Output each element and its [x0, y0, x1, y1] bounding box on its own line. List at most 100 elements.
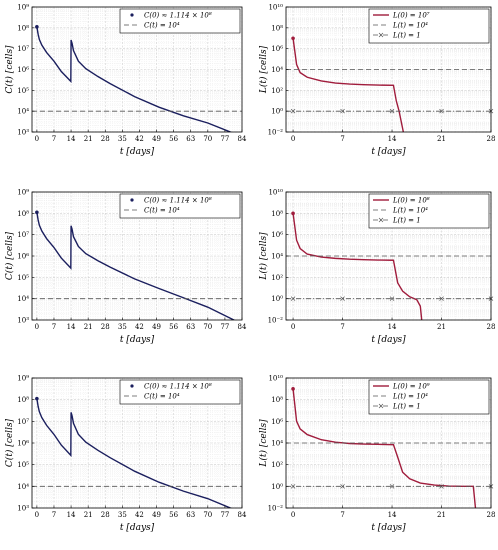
legend-label: L(t) = 1: [392, 403, 421, 411]
y-axis-label: C(t) [cells]: [4, 231, 15, 280]
series-marker: [389, 296, 395, 301]
x-axis-label: t [days]: [120, 335, 155, 345]
y-tick-label: 10²: [271, 461, 283, 469]
series-marker: [290, 108, 296, 114]
y-tick-label: 10⁶: [17, 253, 29, 261]
legend-label: L(0) = 10⁷: [392, 12, 430, 20]
x-tick-label: 14: [388, 323, 397, 331]
x-tick-label: 21: [437, 135, 446, 143]
x-tick-label: 21: [84, 511, 93, 519]
x-tick-label: 21: [84, 135, 93, 143]
initial-point: [35, 396, 39, 401]
x-tick-label: 42: [135, 511, 144, 519]
legend-label: L(t) = 1: [392, 32, 421, 40]
legend-label: L(t) = 10⁴: [392, 22, 428, 30]
y-tick-label: 10⁸: [271, 210, 283, 218]
legend-label: C(0) ≈ 1.114 × 10⁸: [144, 383, 212, 391]
x-tick-label: 49: [152, 323, 161, 331]
y-tick-label: 10¹⁰: [268, 189, 283, 197]
y-axis-label: L(t) [cells]: [258, 45, 269, 94]
chart-panel-row1-left: 0 7 14 21 28 35 42 49 56 63 70 77 84 10³ 10⁴ 10⁵ 10⁶ 10⁷ 1…: [4, 4, 247, 158]
y-tick-label: 10⁰: [271, 108, 283, 116]
chart-panel-row3-left: 0 7 14 21 28 35 42 49 56 63 70 77 84 10³ 10⁴ 10⁵ 10⁶ 10⁷ 1…: [4, 375, 247, 534]
chart-panel-row2-left: 0 7 14 21 28 35 42 49 56 63 70 77 84 10³ 10⁴ 10⁵ 10⁶ 10⁷ 1…: [4, 189, 247, 346]
y-tick-label: 10⁸: [17, 396, 29, 404]
series-marker: [340, 296, 345, 301]
x-axis-label: t [days]: [371, 523, 406, 533]
series-marker: [439, 108, 444, 114]
series-marker: [290, 484, 296, 489]
legend-label: L(0) = 10⁸: [392, 197, 430, 205]
initial-point: [35, 210, 39, 215]
chart-panel-row3-right: 0 7 14 21 28 10⁻² 10⁰ 10² 10⁴ 10⁶ 10⁸ 10¹⁰ t [days] L…: [258, 375, 495, 534]
x-tick-label: 14: [388, 135, 397, 143]
x-tick-label: 35: [118, 323, 127, 331]
y-tick-label: 10¹⁰: [268, 375, 283, 383]
y-tick-label: 10⁵: [17, 87, 29, 95]
legend-label: L(t) = 1: [392, 217, 421, 225]
series-marker: [290, 296, 296, 301]
x-axis-label: t [days]: [120, 523, 155, 533]
legend-box: [119, 379, 241, 405]
y-tick-label: 10²: [271, 274, 283, 282]
legend-label: L(0) = 10⁹: [392, 383, 430, 391]
x-tick-label: 28: [101, 323, 110, 331]
x-tick-label: 70: [203, 323, 212, 331]
y-tick-label: 10⁴: [17, 108, 29, 116]
x-tick-label: 7: [52, 511, 56, 519]
y-tick-label: 10³: [17, 505, 29, 513]
x-tick-label: 63: [186, 323, 195, 331]
x-tick-label: 28: [487, 135, 496, 143]
x-tick-label: 14: [67, 511, 76, 519]
legend-label: L(t) = 10⁴: [392, 393, 428, 401]
x-tick-label: 77: [220, 135, 229, 143]
y-tick-label: 10⁶: [17, 66, 29, 74]
x-tick-label: 63: [186, 511, 195, 519]
initial-point: [35, 25, 39, 29]
y-axis-label: L(t) [cells]: [258, 419, 269, 468]
y-tick-label: 10⁷: [17, 45, 29, 53]
series-line-0: [292, 38, 405, 132]
legend: C(0) ≈ 1.114 × 10⁸ C(t) = 10⁴: [119, 379, 241, 405]
y-axis-label: L(t) [cells]: [258, 232, 269, 281]
y-tick-label: 10⁶: [17, 440, 29, 448]
x-tick-label: 42: [135, 135, 144, 143]
legend: L(0) = 10⁷ L(t) = 10⁴ L(t) = 1: [368, 8, 490, 44]
y-tick-label: 10⁹: [17, 375, 29, 383]
initial-point: [291, 211, 295, 216]
x-tick-label: 28: [487, 511, 496, 519]
chart-panel-row2-right: 0 7 14 21 28 10⁻² 10⁰ 10² 10⁴ 10⁶ 10⁸ 10¹⁰ t [days] L…: [258, 189, 495, 346]
x-tick-label: 7: [52, 135, 56, 143]
series-line-0: [36, 26, 233, 132]
x-tick-label: 0: [291, 511, 295, 519]
y-tick-label: 10⁹: [17, 4, 29, 12]
x-tick-label: 77: [220, 511, 229, 519]
y-tick-label: 10⁷: [17, 231, 29, 239]
x-tick-label: 21: [437, 323, 446, 331]
y-tick-label: 10⁰: [271, 483, 283, 491]
x-tick-label: 56: [169, 135, 178, 143]
y-tick-label: 10⁶: [271, 45, 283, 53]
legend-marker: [130, 384, 134, 388]
y-tick-label: 10⁻²: [268, 505, 284, 513]
series-marker: [389, 484, 395, 489]
x-tick-label: 35: [118, 135, 127, 143]
x-axis-label: t [days]: [371, 335, 406, 345]
x-tick-label: 7: [340, 323, 344, 331]
x-tick-label: 14: [67, 323, 76, 331]
y-tick-label: 10⁷: [17, 418, 29, 426]
x-tick-label: 0: [291, 135, 295, 143]
y-tick-label: 10⁴: [271, 440, 283, 448]
x-tick-label: 84: [238, 323, 247, 331]
y-tick-label: 10²: [271, 87, 283, 95]
y-axis-label: C(t) [cells]: [4, 45, 15, 94]
legend-marker: [378, 403, 384, 409]
x-tick-label: 77: [220, 323, 229, 331]
legend-label: L(t) = 10⁴: [392, 207, 428, 215]
legend-label: C(0) ≈ 1.114 × 10⁸: [144, 12, 212, 20]
y-tick-label: 10⁵: [17, 274, 29, 282]
series-line-0: [292, 213, 423, 320]
legend: L(0) = 10⁹ L(t) = 10⁴ L(t) = 1: [368, 379, 490, 415]
legend-marker: [130, 198, 134, 202]
